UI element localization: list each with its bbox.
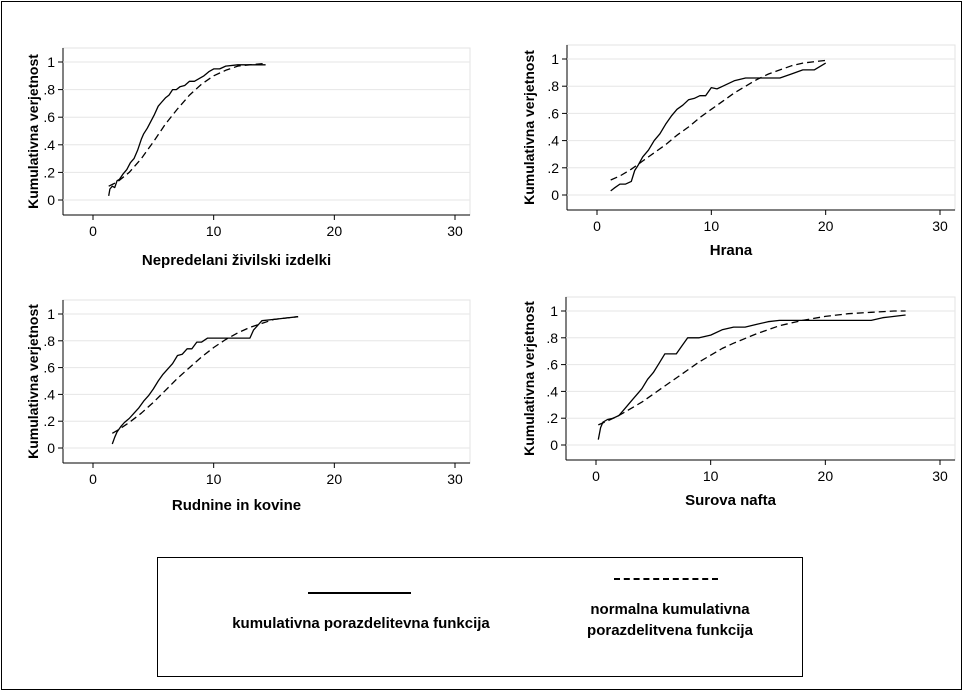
series-empirical-cdf-line — [108, 64, 266, 197]
y-axis-title: Kumulativna verjetnost — [25, 54, 41, 209]
x-tick-label: 20 — [327, 223, 343, 239]
series-empirical-cdf-line — [111, 316, 299, 445]
y-tick-label: .2 — [547, 160, 559, 176]
y-tick-label: .4 — [43, 137, 55, 153]
x-tick-label: 20 — [818, 218, 834, 234]
y-tick-label: .2 — [43, 413, 55, 429]
x-tick-label: 10 — [206, 223, 222, 239]
legend-dashed-label-line1: normalna kumulativna — [590, 601, 750, 618]
x-tick-label: 0 — [89, 471, 97, 487]
x-tick-label: 0 — [89, 223, 97, 239]
y-tick-label: .8 — [43, 82, 55, 98]
legend-dashed-label: normalna kumulativna porazdelitvena funk… — [550, 599, 790, 641]
x-tick-label: 10 — [206, 471, 222, 487]
y-tick-label: .6 — [43, 360, 55, 376]
y-tick-label: .8 — [43, 333, 55, 349]
x-axis-title: Rudnine in kovine — [172, 497, 301, 514]
plot-area — [62, 299, 471, 464]
x-tick-label: 20 — [818, 468, 834, 484]
y-tick-label: 0 — [550, 437, 558, 453]
x-tick-label: 20 — [327, 471, 343, 487]
y-tick-label: .6 — [546, 357, 558, 373]
series-normal-cdf-line — [610, 59, 826, 181]
series-normal-cdf-line — [598, 310, 906, 426]
series-normal-cdf-line — [111, 316, 299, 434]
plot-area — [565, 296, 956, 461]
x-axis-title: Nepredelani živilski izdelki — [142, 252, 331, 269]
x-tick-label: 30 — [932, 218, 948, 234]
legend-dashed-label-line2: porazdelitvena funkcija — [587, 622, 753, 639]
y-tick-label: .6 — [43, 109, 55, 125]
y-tick-label: .2 — [546, 410, 558, 426]
y-tick-label: .8 — [547, 78, 559, 94]
x-tick-label: 30 — [447, 471, 463, 487]
y-tick-label: .4 — [43, 386, 55, 402]
x-tick-label: 10 — [704, 218, 720, 234]
plot-area — [62, 47, 471, 216]
y-axis-title: Kumulativna verjetnost — [521, 50, 537, 205]
x-axis-title: Surova nafta — [685, 492, 777, 509]
y-tick-label: 0 — [47, 440, 55, 456]
y-axis-title: Kumulativna verjetnost — [25, 304, 41, 459]
y-tick-label: .4 — [546, 383, 558, 399]
y-tick-label: 0 — [551, 187, 559, 203]
legend-solid-label: kumulativna porazdelitevna funkcija — [232, 615, 490, 632]
legend-dashed-line-swatch — [614, 578, 718, 580]
y-tick-label: 1 — [47, 306, 55, 322]
y-axis-title: Kumulativna verjetnost — [521, 301, 537, 456]
x-tick-label: 30 — [932, 468, 948, 484]
x-axis-title: Hrana — [710, 242, 753, 259]
y-tick-label: 1 — [551, 51, 559, 67]
x-tick-label: 0 — [593, 218, 601, 234]
legend: kumulativna porazdelitevna funkcija norm… — [157, 557, 803, 677]
y-tick-label: 0 — [47, 192, 55, 208]
plot-area — [566, 44, 956, 211]
x-tick-label: 10 — [703, 468, 719, 484]
x-tick-label: 30 — [447, 223, 463, 239]
series-normal-cdf-line — [108, 62, 266, 187]
y-tick-label: .4 — [547, 133, 559, 149]
y-tick-label: .6 — [547, 105, 559, 121]
series-empirical-cdf-line — [610, 62, 827, 192]
series-empirical-cdf-line — [597, 314, 906, 440]
y-tick-label: 1 — [550, 303, 558, 319]
y-tick-label: .8 — [546, 330, 558, 346]
x-tick-label: 0 — [592, 468, 600, 484]
y-tick-label: .2 — [43, 164, 55, 180]
legend-solid-line-swatch — [308, 592, 411, 594]
y-tick-label: 1 — [47, 54, 55, 70]
